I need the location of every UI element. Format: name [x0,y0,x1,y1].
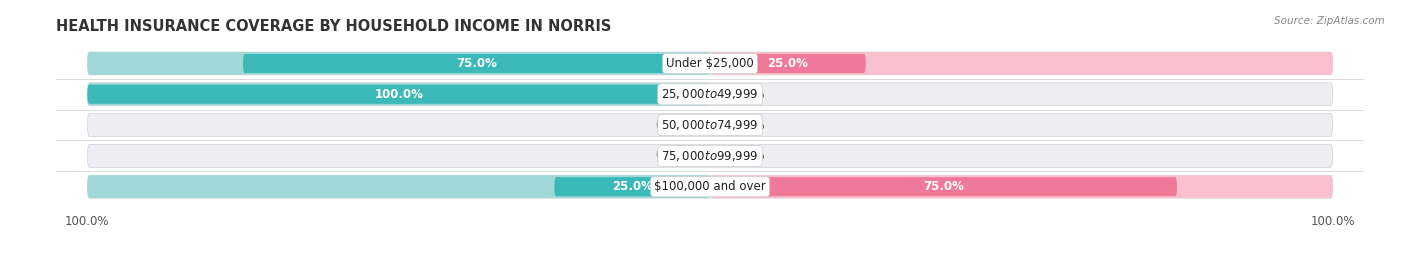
Text: Source: ZipAtlas.com: Source: ZipAtlas.com [1274,16,1385,26]
Text: 75.0%: 75.0% [924,180,965,193]
FancyBboxPatch shape [710,175,1333,198]
FancyBboxPatch shape [554,177,710,196]
FancyBboxPatch shape [87,52,710,75]
Text: 25.0%: 25.0% [612,180,652,193]
Text: 0.0%: 0.0% [735,149,765,162]
Text: 0.0%: 0.0% [655,119,685,132]
FancyBboxPatch shape [87,52,1333,75]
Text: $50,000 to $74,999: $50,000 to $74,999 [661,118,759,132]
Text: 75.0%: 75.0% [456,57,496,70]
FancyBboxPatch shape [87,144,1333,167]
FancyBboxPatch shape [87,175,1333,198]
Text: 25.0%: 25.0% [768,57,808,70]
Text: Under $25,000: Under $25,000 [666,57,754,70]
Text: $75,000 to $99,999: $75,000 to $99,999 [661,149,759,163]
Text: 100.0%: 100.0% [374,88,423,101]
FancyBboxPatch shape [243,54,710,73]
FancyBboxPatch shape [87,83,710,106]
Text: 0.0%: 0.0% [735,119,765,132]
FancyBboxPatch shape [87,114,1333,136]
FancyBboxPatch shape [710,52,1333,75]
Text: HEALTH INSURANCE COVERAGE BY HOUSEHOLD INCOME IN NORRIS: HEALTH INSURANCE COVERAGE BY HOUSEHOLD I… [56,19,612,34]
FancyBboxPatch shape [87,85,710,104]
FancyBboxPatch shape [710,54,866,73]
FancyBboxPatch shape [710,177,1177,196]
FancyBboxPatch shape [87,83,1333,106]
Text: 0.0%: 0.0% [655,149,685,162]
FancyBboxPatch shape [87,175,710,198]
Text: 0.0%: 0.0% [735,88,765,101]
Text: $25,000 to $49,999: $25,000 to $49,999 [661,87,759,101]
Text: $100,000 and over: $100,000 and over [654,180,766,193]
